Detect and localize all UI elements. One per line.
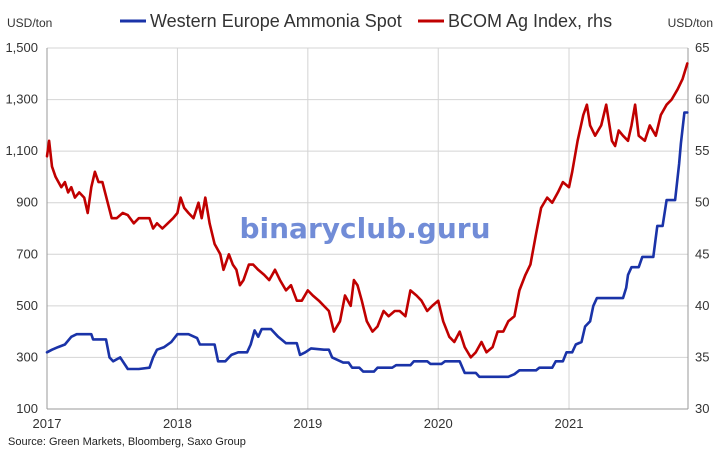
series-line-ammonia — [45, 111, 689, 379]
grid — [47, 47, 688, 409]
y-left-tick-label: 500 — [16, 298, 38, 313]
y-right-tick-label: 35 — [695, 349, 709, 364]
legend-label-bcom: BCOM Ag Index, rhs — [448, 11, 612, 31]
left-axis-unit: USD/ton — [7, 16, 52, 30]
y-right-tick-label: 40 — [695, 298, 709, 313]
y-right-tick-label: 50 — [695, 195, 709, 210]
y-right-tick-label: 55 — [695, 143, 709, 158]
y-right-tick-label: 65 — [695, 40, 709, 55]
watermark-text: binaryclub.guru — [239, 212, 490, 245]
x-tick-label: 2020 — [424, 416, 453, 431]
y-right-tick-label: 45 — [695, 246, 709, 261]
legend-label-ammonia: Western Europe Ammonia Spot — [150, 11, 402, 31]
y-left-tick-label: 300 — [16, 349, 38, 364]
legend: Western Europe Ammonia Spot BCOM Ag Inde… — [120, 11, 612, 31]
y-left-tick-label: 100 — [16, 401, 38, 416]
y-left-tick-label: 1,100 — [5, 143, 38, 158]
x-tick-label: 2019 — [293, 416, 322, 431]
x-tick-label: 2018 — [163, 416, 192, 431]
y-left-tick-label: 700 — [16, 246, 38, 261]
y-left-tick-label: 900 — [16, 195, 38, 210]
axes: 100 300 500 700 900 1,100 1,300 1,500 30 35 40 45 50… — [5, 40, 709, 431]
x-tick-label: 2021 — [555, 416, 584, 431]
y-right-tick-label: 60 — [695, 92, 709, 107]
right-axis-unit: USD/ton — [668, 16, 713, 30]
y-left-tick-label: 1,300 — [5, 92, 38, 107]
series — [45, 62, 689, 379]
y-right-tick-label: 30 — [695, 401, 709, 416]
y-left-tick-label: 1,500 — [5, 40, 38, 55]
series-line-bcom — [45, 62, 689, 359]
source-note: Source: Green Markets, Bloomberg, Saxo G… — [8, 436, 246, 448]
x-tick-label: 2017 — [33, 416, 62, 431]
